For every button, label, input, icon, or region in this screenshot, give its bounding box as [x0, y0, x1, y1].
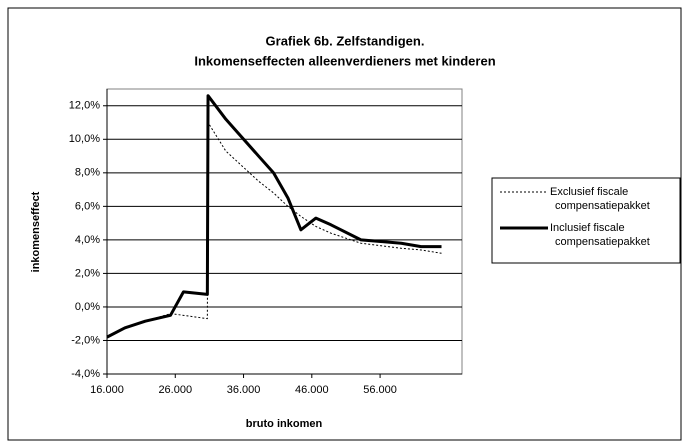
chart-title: Grafiek 6b. Zelfstandigen. [266, 33, 425, 48]
x-tick-label: 16.000 [90, 384, 124, 396]
x-tick-label: 26.000 [158, 384, 192, 396]
y-tick-label: 12,0% [69, 100, 100, 112]
y-tick-label: 2,0% [75, 267, 100, 279]
x-axis-label: bruto inkomen [246, 418, 323, 430]
y-tick-label: 6,0% [75, 200, 100, 212]
y-tick-label: 10,0% [69, 133, 100, 145]
chart-title: Inkomenseffecten alleenverdieners met ki… [194, 53, 495, 68]
y-tick-label: -4,0% [71, 368, 100, 380]
x-tick-label: 46.000 [295, 384, 329, 396]
legend [491, 177, 681, 264]
legend-label: Inclusief fiscale compensatiepakket [550, 222, 650, 248]
y-tick-label: -2,0% [71, 334, 100, 346]
y-tick-label: 0,0% [75, 301, 100, 313]
legend-label: Exclusief fiscale compensatiepakket [550, 186, 650, 212]
x-tick-label: 36.000 [227, 384, 261, 396]
series-line [106, 122, 442, 338]
y-tick-label: 8,0% [75, 167, 100, 179]
x-tick-label: 56.000 [363, 384, 397, 396]
y-tick-label: 4,0% [75, 234, 100, 246]
series-line [106, 94, 442, 339]
y-axis-label: inkomenseffect [30, 191, 42, 272]
plot-area [106, 88, 463, 375]
